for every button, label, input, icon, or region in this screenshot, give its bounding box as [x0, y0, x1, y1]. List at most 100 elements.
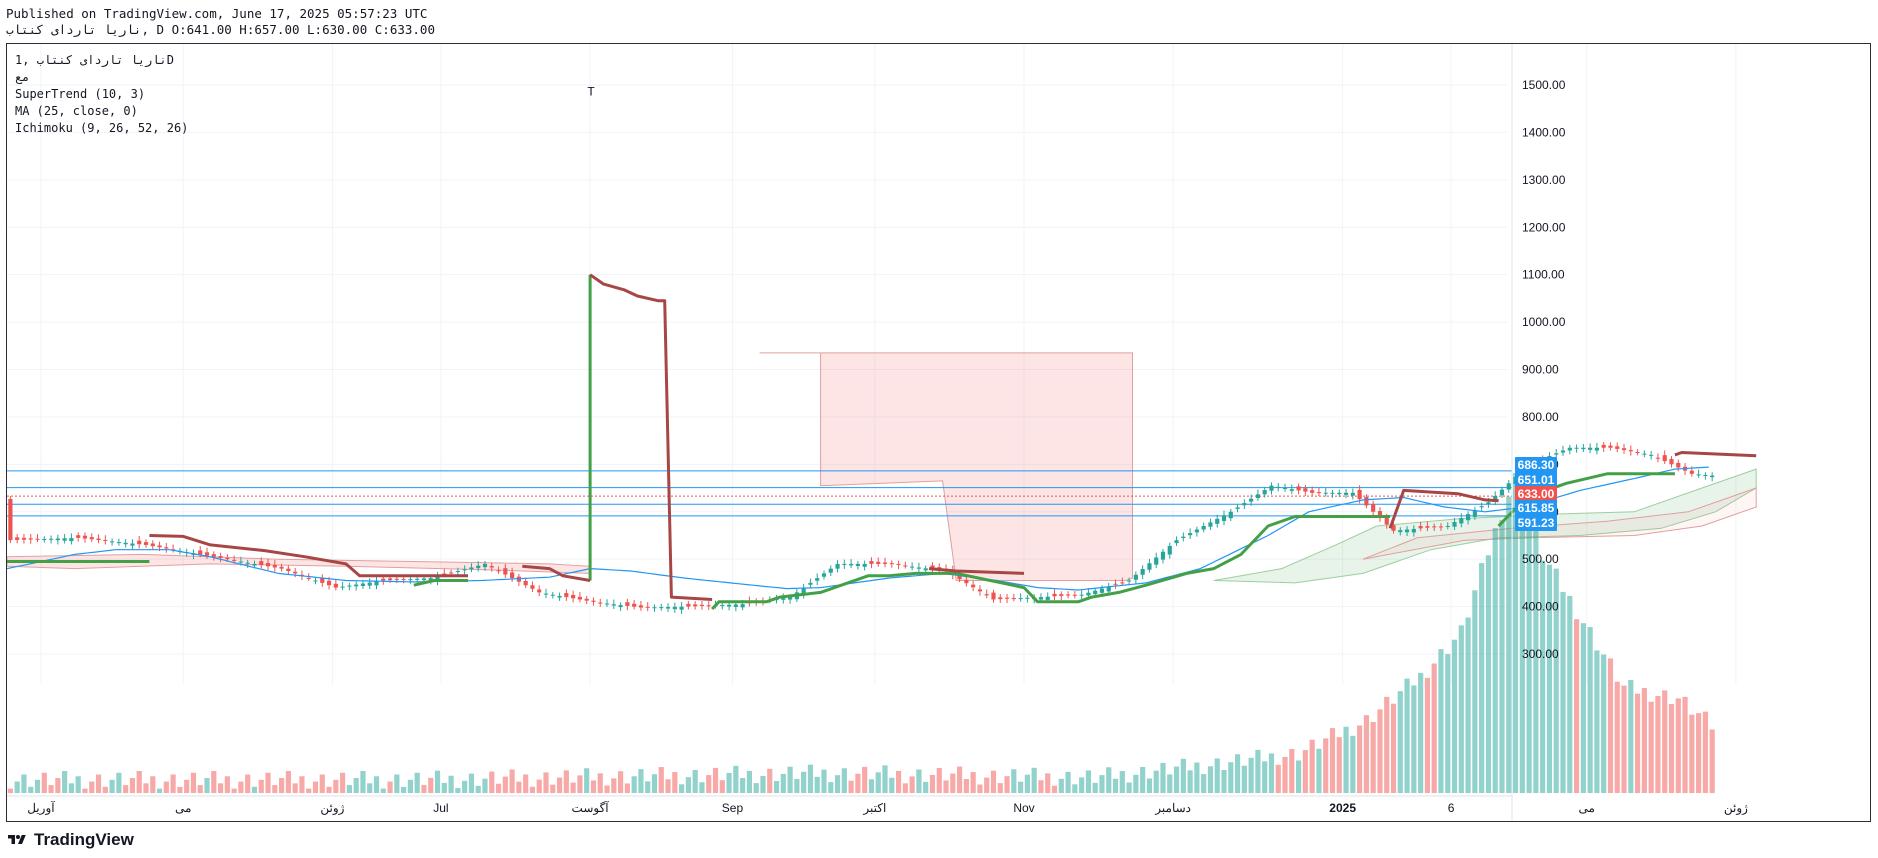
- candle[interactable]: [354, 584, 359, 587]
- candle[interactable]: [1554, 453, 1559, 455]
- candle[interactable]: [1649, 454, 1654, 456]
- candle[interactable]: [733, 604, 738, 607]
- candle[interactable]: [326, 580, 332, 586]
- supertrend-legend[interactable]: SuperTrend (10, 3): [15, 87, 146, 101]
- candle[interactable]: [401, 579, 406, 581]
- candle[interactable]: [1398, 530, 1403, 533]
- candle[interactable]: [1703, 475, 1708, 477]
- chart-frame[interactable]: T300.00400.00500.00600.00700.00800.00900…: [6, 43, 1871, 822]
- candle[interactable]: [1560, 450, 1566, 453]
- candle[interactable]: [896, 563, 901, 565]
- candle[interactable]: [137, 540, 142, 545]
- candle[interactable]: [564, 593, 569, 598]
- candle[interactable]: [1282, 488, 1288, 490]
- candle[interactable]: [1364, 496, 1369, 506]
- candle[interactable]: [1052, 593, 1057, 597]
- candle[interactable]: [1567, 447, 1572, 451]
- candle[interactable]: [598, 602, 603, 604]
- candle[interactable]: [916, 567, 921, 569]
- candle[interactable]: [1099, 588, 1105, 593]
- candle[interactable]: [469, 567, 474, 570]
- candle[interactable]: [788, 597, 793, 600]
- candle[interactable]: [1357, 489, 1362, 500]
- candle[interactable]: [1493, 495, 1498, 501]
- candle[interactable]: [740, 604, 745, 608]
- symbol-line[interactable]: ناريا تاردای کنتاب ,1D: [15, 53, 174, 67]
- candle[interactable]: [360, 583, 366, 586]
- candle[interactable]: [1296, 486, 1301, 491]
- candle[interactable]: [815, 578, 820, 581]
- candle[interactable]: [1208, 522, 1213, 527]
- candle[interactable]: [1004, 597, 1010, 599]
- candle[interactable]: [1466, 514, 1471, 521]
- candle[interactable]: [28, 538, 33, 540]
- candle[interactable]: [693, 604, 698, 607]
- candle[interactable]: [1547, 456, 1552, 458]
- candle[interactable]: [1350, 492, 1355, 496]
- price-tag-651.01[interactable]: [1515, 472, 1557, 488]
- candle[interactable]: [1167, 545, 1172, 555]
- candle[interactable]: [1133, 574, 1138, 580]
- candle[interactable]: [82, 535, 88, 539]
- candle[interactable]: [333, 583, 338, 588]
- candle[interactable]: [910, 566, 915, 568]
- candle[interactable]: [1486, 502, 1491, 505]
- candle[interactable]: [157, 545, 162, 548]
- candle[interactable]: [435, 576, 440, 581]
- candle[interactable]: [381, 578, 386, 581]
- candle[interactable]: [991, 592, 996, 600]
- candle[interactable]: [1194, 529, 1199, 533]
- candle[interactable]: [1201, 525, 1206, 530]
- candle[interactable]: [428, 578, 433, 581]
- candle[interactable]: [442, 573, 447, 575]
- candle[interactable]: [1276, 486, 1281, 488]
- candle[interactable]: [1174, 540, 1179, 544]
- candle[interactable]: [611, 604, 616, 606]
- candle[interactable]: [394, 578, 399, 580]
- candle[interactable]: [828, 568, 833, 573]
- candle[interactable]: [89, 537, 94, 540]
- price-tag-591.23[interactable]: [1515, 515, 1557, 531]
- candle[interactable]: [571, 594, 576, 599]
- candle[interactable]: [1676, 462, 1681, 468]
- candle[interactable]: [1343, 492, 1349, 495]
- ma-legend[interactable]: MA (25, close, 0): [15, 104, 138, 118]
- candle[interactable]: [1601, 444, 1606, 448]
- candle[interactable]: [1689, 470, 1694, 474]
- candle[interactable]: [1371, 504, 1376, 512]
- candle[interactable]: [781, 598, 786, 600]
- candle[interactable]: [103, 539, 108, 541]
- candle[interactable]: [496, 570, 501, 572]
- candle[interactable]: [876, 561, 881, 564]
- candle[interactable]: [1065, 594, 1071, 596]
- candle[interactable]: [306, 577, 311, 579]
- candle[interactable]: [821, 573, 827, 577]
- candle[interactable]: [1479, 506, 1484, 508]
- candle[interactable]: [577, 596, 582, 600]
- candle[interactable]: [1106, 586, 1111, 592]
- candle[interactable]: [632, 603, 637, 607]
- candle[interactable]: [1303, 488, 1308, 492]
- candle[interactable]: [387, 578, 393, 581]
- candle[interactable]: [557, 595, 562, 598]
- candle[interactable]: [1642, 453, 1647, 455]
- candle[interactable]: [720, 605, 725, 607]
- candle[interactable]: [1160, 551, 1166, 560]
- candle[interactable]: [1445, 525, 1450, 527]
- candle[interactable]: [1337, 492, 1342, 495]
- candle[interactable]: [604, 603, 610, 605]
- candle[interactable]: [964, 579, 969, 584]
- candle[interactable]: [1662, 455, 1667, 462]
- candle[interactable]: [625, 602, 630, 606]
- candle[interactable]: [1038, 597, 1044, 600]
- candle[interactable]: [293, 571, 298, 574]
- candle[interactable]: [1330, 492, 1335, 494]
- candle[interactable]: [550, 594, 555, 596]
- candle[interactable]: [252, 563, 257, 566]
- candle[interactable]: [923, 568, 928, 571]
- candle[interactable]: [1377, 511, 1383, 519]
- candle[interactable]: [374, 581, 379, 586]
- candle[interactable]: [198, 550, 203, 555]
- candle[interactable]: [1459, 518, 1464, 524]
- candle[interactable]: [882, 562, 888, 564]
